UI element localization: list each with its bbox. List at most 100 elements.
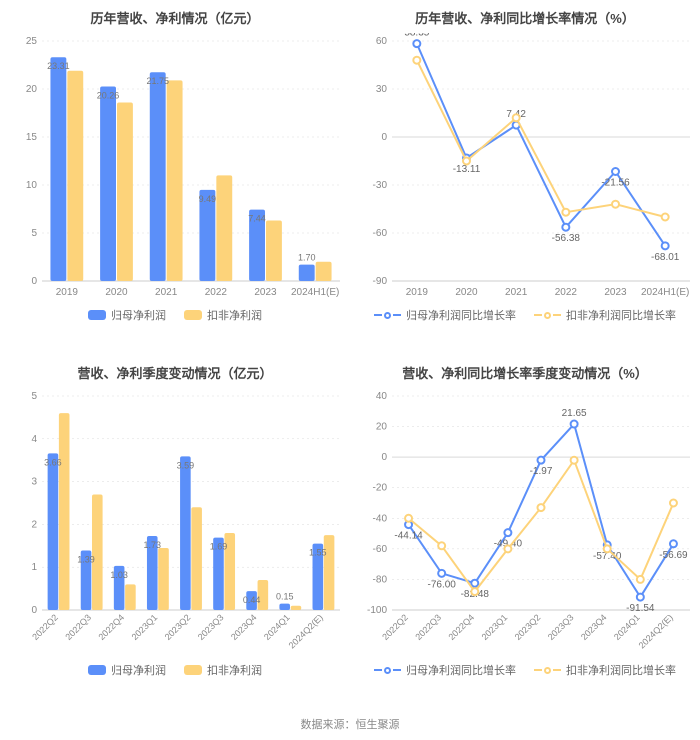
- svg-text:9.49: 9.49: [199, 194, 217, 204]
- svg-text:0.44: 0.44: [243, 595, 261, 605]
- svg-text:-30: -30: [373, 180, 388, 191]
- svg-text:3.59: 3.59: [177, 460, 195, 470]
- svg-text:0.15: 0.15: [276, 592, 294, 602]
- legend-label: 归母净利润: [111, 662, 166, 678]
- chart-annual-bar: 0510152025201920202021202220232024H1(E)2…: [4, 33, 346, 303]
- svg-text:2024H1(E): 2024H1(E): [291, 287, 339, 298]
- svg-text:-44.14: -44.14: [394, 531, 423, 542]
- legend-swatch: [534, 667, 561, 674]
- legend-swatch: [184, 310, 202, 320]
- svg-text:2022Q3: 2022Q3: [413, 612, 443, 642]
- svg-text:-91.54: -91.54: [626, 603, 655, 614]
- svg-text:3: 3: [31, 477, 37, 488]
- svg-text:-56.38: -56.38: [552, 233, 581, 244]
- svg-text:2022Q2: 2022Q2: [30, 612, 60, 642]
- panel-quarter-growth: 营收、净利同比增长率季度变动情况（%） -100-80-60-40-200204…: [350, 355, 700, 710]
- svg-text:-80: -80: [373, 574, 388, 585]
- legend-swatch: [374, 312, 401, 319]
- svg-text:-21.56: -21.56: [601, 177, 630, 188]
- panel-quarter-values: 营收、净利季度变动情况（亿元） 0123452022Q22022Q32022Q4…: [0, 355, 350, 710]
- svg-text:2022Q2: 2022Q2: [380, 612, 410, 642]
- svg-text:1.03: 1.03: [110, 570, 128, 580]
- svg-text:5: 5: [31, 391, 37, 402]
- svg-text:3.66: 3.66: [44, 457, 62, 467]
- svg-text:2023Q3: 2023Q3: [546, 612, 576, 642]
- legend-label: 归母净利润同比增长率: [406, 307, 516, 323]
- svg-text:2023: 2023: [604, 287, 627, 298]
- svg-text:2021: 2021: [155, 287, 178, 298]
- svg-text:2023: 2023: [254, 287, 277, 298]
- legend-swatch: [534, 312, 561, 319]
- svg-text:2021: 2021: [505, 287, 528, 298]
- svg-text:-13.11: -13.11: [453, 164, 481, 175]
- svg-text:30: 30: [376, 84, 388, 95]
- svg-text:-1.97: -1.97: [530, 466, 553, 477]
- chart-annual-line: -90-60-3003060201920202021202220232024H1…: [354, 33, 696, 303]
- svg-text:2024Q2(E): 2024Q2(E): [287, 612, 325, 650]
- svg-text:-56.69: -56.69: [659, 550, 688, 561]
- svg-text:1.73: 1.73: [143, 540, 161, 550]
- chart-grid: 历年营收、净利情况（亿元） 05101520252019202020212022…: [0, 0, 700, 710]
- legend-item: 扣非净利润: [184, 662, 262, 678]
- svg-text:25: 25: [26, 36, 38, 47]
- svg-text:2023Q4: 2023Q4: [229, 612, 259, 642]
- legend-annual-bar: 归母净利润 扣非净利润: [4, 307, 346, 323]
- legend-item: 归母净利润: [88, 307, 166, 323]
- svg-text:2024H1(E): 2024H1(E): [641, 287, 689, 298]
- svg-text:-60: -60: [373, 228, 388, 239]
- legend-label: 归母净利润同比增长率: [406, 662, 516, 678]
- data-source-label: 数据来源：恒生聚源: [0, 710, 700, 740]
- legend-item: 扣非净利润: [184, 307, 262, 323]
- svg-text:10: 10: [26, 180, 38, 191]
- legend-quarter-bar: 归母净利润 扣非净利润: [4, 662, 346, 678]
- panel-title: 营收、净利季度变动情况（亿元）: [4, 363, 346, 382]
- svg-text:7.44: 7.44: [248, 214, 266, 224]
- svg-text:2022Q4: 2022Q4: [96, 612, 126, 642]
- svg-text:1.70: 1.70: [298, 253, 316, 263]
- svg-text:5: 5: [31, 228, 37, 239]
- svg-text:2019: 2019: [56, 287, 79, 298]
- svg-text:21.75: 21.75: [146, 76, 169, 86]
- legend-swatch: [88, 310, 106, 320]
- legend-item: 扣非净利润同比增长率: [534, 662, 676, 678]
- svg-text:0: 0: [381, 452, 387, 463]
- svg-text:2023Q3: 2023Q3: [196, 612, 226, 642]
- svg-text:40: 40: [376, 391, 388, 402]
- svg-text:2024Q1: 2024Q1: [262, 612, 292, 642]
- legend-item: 扣非净利润同比增长率: [534, 307, 676, 323]
- svg-text:2: 2: [31, 519, 37, 530]
- panel-title: 历年营收、净利同比增长率情况（%）: [354, 8, 696, 27]
- legend-swatch: [88, 665, 106, 675]
- svg-text:0: 0: [381, 132, 387, 143]
- legend-item: 归母净利润同比增长率: [374, 662, 516, 678]
- svg-text:2023Q1: 2023Q1: [480, 612, 510, 642]
- svg-text:60: 60: [376, 36, 388, 47]
- svg-text:-20: -20: [373, 483, 388, 494]
- svg-text:1.55: 1.55: [309, 548, 327, 558]
- svg-text:58.35: 58.35: [404, 33, 429, 39]
- svg-text:-76.00: -76.00: [427, 579, 456, 590]
- svg-text:-90: -90: [373, 276, 388, 287]
- svg-text:23.31: 23.31: [47, 61, 70, 71]
- svg-text:0: 0: [31, 276, 37, 287]
- legend-item: 归母净利润同比增长率: [374, 307, 516, 323]
- svg-text:2022: 2022: [205, 287, 228, 298]
- svg-text:15: 15: [26, 132, 38, 143]
- svg-text:1.39: 1.39: [77, 555, 95, 565]
- svg-text:-60: -60: [373, 544, 388, 555]
- svg-text:-40: -40: [373, 513, 388, 524]
- legend-swatch: [374, 667, 401, 674]
- legend-label: 扣非净利润: [207, 662, 262, 678]
- svg-text:2022Q4: 2022Q4: [446, 612, 476, 642]
- svg-text:2023Q1: 2023Q1: [130, 612, 160, 642]
- svg-text:21.65: 21.65: [562, 408, 587, 419]
- svg-text:0: 0: [31, 605, 37, 616]
- svg-text:2024Q1: 2024Q1: [612, 612, 642, 642]
- svg-text:1: 1: [31, 562, 37, 573]
- legend-label: 归母净利润: [111, 307, 166, 323]
- legend-label: 扣非净利润同比增长率: [566, 307, 676, 323]
- svg-text:2019: 2019: [406, 287, 429, 298]
- chart-quarter-line: -100-80-60-40-20020402022Q22022Q32022Q42…: [354, 388, 696, 658]
- svg-text:2022Q3: 2022Q3: [63, 612, 93, 642]
- chart-quarter-bar: 0123452022Q22022Q32022Q42023Q12023Q22023…: [4, 388, 346, 658]
